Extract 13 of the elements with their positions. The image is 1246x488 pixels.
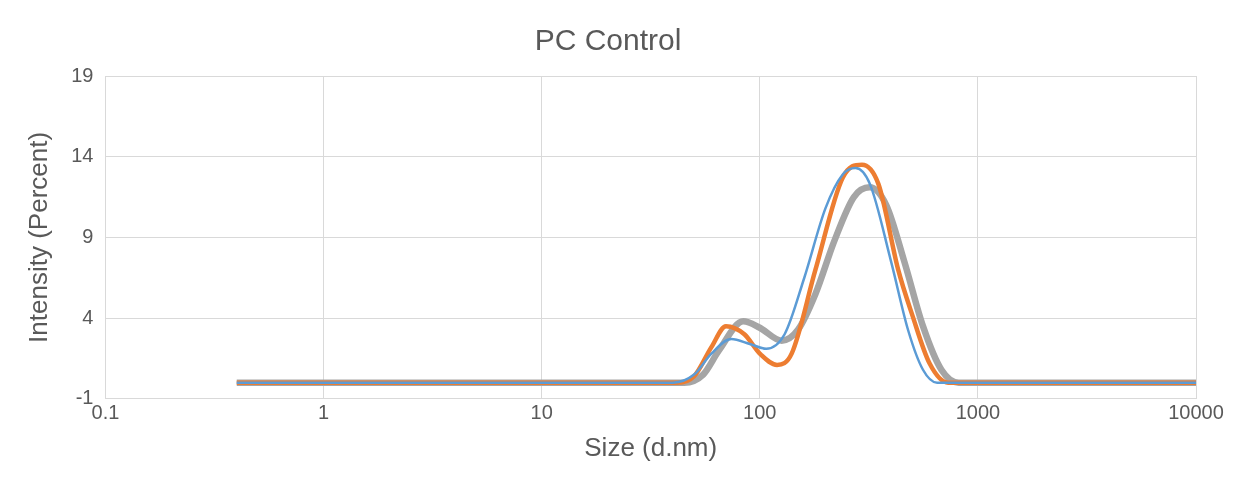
x-tick-label: 1: [317, 401, 330, 424]
x-tick-label: 10: [530, 401, 553, 424]
chart-title: PC Control: [534, 23, 682, 57]
x-axis-title: Size (d.nm): [584, 431, 718, 462]
x-tick-label: 10000: [1168, 401, 1224, 424]
x-tick-label: 1000: [955, 401, 1001, 424]
x-tick-label: 100: [743, 401, 777, 424]
y-tick-label: 4: [82, 305, 94, 328]
y-tick-label: 14: [71, 144, 94, 167]
y-tick-label: 19: [71, 63, 94, 86]
y-tick-label: 9: [82, 224, 94, 247]
y-axis-title: Intensity (Percent): [22, 131, 53, 343]
y-tick-label: -1: [75, 386, 94, 409]
